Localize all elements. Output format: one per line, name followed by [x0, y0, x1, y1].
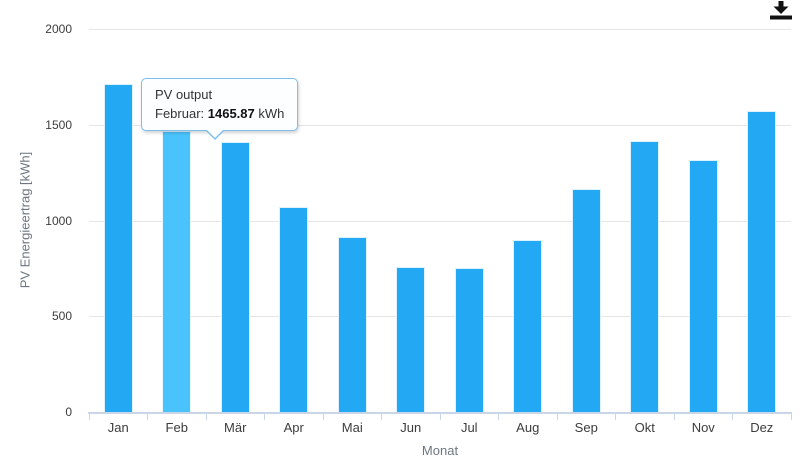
tooltip-series-name: PV output: [155, 87, 213, 102]
y-tick-label-1000: 1000: [45, 213, 72, 228]
x-axis-tick: [498, 414, 499, 420]
x-axis-tick: [615, 414, 616, 420]
x-tick-label-mai: Mai: [341, 420, 363, 435]
x-tick-label-dez: Dez: [750, 420, 774, 435]
tooltip-value: 1465.87: [207, 106, 255, 121]
x-axis-tick: [439, 414, 441, 420]
gridline-500: [89, 316, 791, 318]
x-axis-tick: [147, 414, 148, 420]
tooltip: PV output Februar: 1465.87 kWh: [141, 78, 299, 140]
y-tick-label-500: 500: [51, 309, 72, 324]
x-tick-label-aug: Aug: [516, 420, 540, 435]
gridline-1000: [89, 220, 791, 222]
x-axis-tick: [205, 414, 207, 420]
bar-nov[interactable]: [688, 159, 718, 412]
x-tick-label-okt: Okt: [634, 420, 655, 435]
x-tick-label-jan: Jan: [107, 420, 129, 435]
bar-jul[interactable]: [454, 268, 484, 412]
x-tick-label-jul: Jul: [460, 420, 478, 435]
download-icon: [770, 1, 792, 20]
gridline-1500: [89, 124, 791, 126]
bar-apr[interactable]: [279, 207, 309, 412]
bar-sep[interactable]: [571, 189, 601, 412]
y-tick-label-2000: 2000: [45, 22, 72, 36]
gridline-2000: [89, 29, 791, 30]
bar-dez[interactable]: [747, 111, 777, 412]
bar-feb[interactable]: [162, 131, 192, 412]
x-tick-label-mär: Mär: [224, 420, 247, 435]
bar-jan[interactable]: [103, 83, 133, 412]
y-tick-label-1500: 1500: [45, 117, 72, 132]
y-tick-label-0: 0: [65, 405, 72, 419]
x-tick-label-nov: Nov: [691, 420, 715, 435]
bar-jun[interactable]: [396, 267, 426, 412]
x-tick-label-apr: Apr: [283, 420, 304, 435]
bar-mai[interactable]: [337, 237, 367, 412]
x-axis-tick: [264, 414, 265, 420]
x-axis-tick: [88, 414, 90, 420]
x-tick-label-jun: Jun: [400, 420, 422, 435]
x-axis-line: [88, 412, 792, 414]
x-axis-tick: [732, 414, 733, 420]
bar-okt[interactable]: [630, 140, 660, 412]
tooltip-value-line: Februar: 1465.87 kWh: [155, 106, 285, 121]
bar-aug[interactable]: [513, 239, 543, 412]
x-axis-tick: [556, 414, 558, 420]
x-tick-label-sep: Sep: [574, 420, 598, 435]
x-axis-title: Monat: [421, 443, 459, 458]
x-axis-tick: [322, 414, 324, 420]
download-button[interactable]: [769, 1, 793, 20]
x-axis-tick: [673, 414, 675, 420]
x-axis-tick: [790, 414, 792, 420]
x-axis-tick: [381, 414, 382, 420]
plot-area: 0 500 1000 1500 2000 Jan Feb Mär Apr Mai Jun Jul Aug…: [45, 22, 792, 435]
y-axis-title: PV Energieertrag [kWh]: [17, 151, 33, 289]
x-tick-label-feb: Feb: [165, 420, 188, 435]
bar-mär[interactable]: [220, 141, 250, 412]
tooltip-unit: kWh: [258, 106, 285, 121]
